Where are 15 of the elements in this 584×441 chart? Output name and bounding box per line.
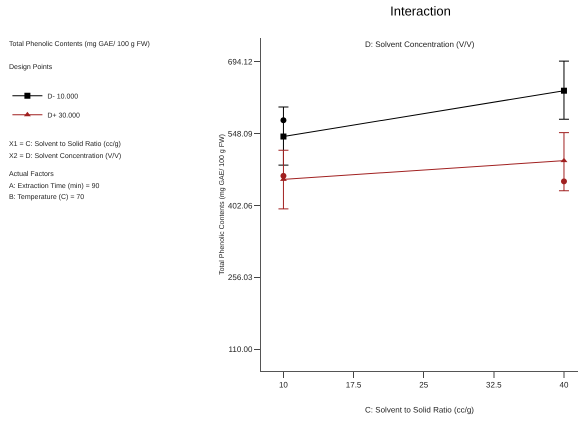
- chart-title: Interaction: [390, 4, 451, 19]
- y-tick-label: 402.06: [228, 201, 253, 210]
- point: [560, 88, 567, 94]
- x-axis-title: C: Solvent to Solid Ratio (cc/g): [365, 406, 474, 415]
- x-tick-label: 25: [419, 380, 429, 390]
- y-tick-label: 694.12: [228, 57, 253, 66]
- y-tick-label: 256.03: [228, 273, 253, 282]
- x-tick-label: 32.5: [486, 380, 502, 390]
- x-tick-label: 40: [560, 380, 569, 390]
- y-tick-label: 548.09: [228, 129, 253, 138]
- chart-subtitle: D: Solvent Concentration (V/V): [365, 40, 475, 49]
- y-tick-label: 110.00: [228, 345, 253, 354]
- x-tick-label: 10: [278, 380, 288, 390]
- x-tick-label: 17.5: [346, 380, 362, 390]
- point: [280, 134, 286, 140]
